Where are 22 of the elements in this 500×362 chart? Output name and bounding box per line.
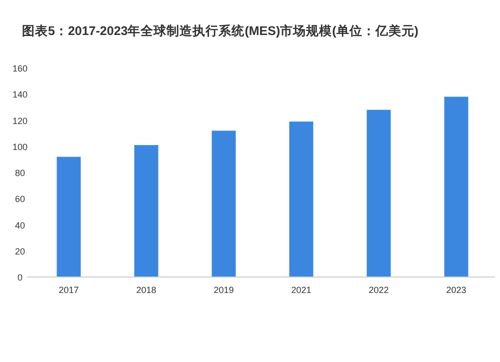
x-tick-label: 2022 (368, 285, 389, 295)
x-tick-label: 2019 (214, 285, 234, 295)
y-tick-label: 20 (14, 246, 26, 256)
y-tick-label: 160 (12, 64, 28, 74)
x-tick-label: 2023 (446, 285, 466, 295)
y-tick-label: 0 (17, 272, 23, 282)
y-tick-label: 80 (14, 168, 26, 178)
bar (289, 122, 314, 277)
y-tick-label: 120 (12, 116, 28, 126)
y-tick-label: 100 (12, 142, 28, 152)
x-tick-label: 2017 (58, 285, 79, 295)
y-tick-label: 140 (12, 90, 28, 100)
y-tick-label: 40 (14, 220, 26, 230)
bar (444, 96, 468, 277)
x-tick-label: 2018 (136, 285, 156, 295)
x-tick-label: 2021 (291, 285, 312, 295)
chart-title: 图表5：2017-2023年全球制造执行系统(MES)市场规模(单位：亿美元) (22, 23, 418, 38)
bar (366, 110, 391, 277)
bar (134, 145, 158, 277)
bar (212, 130, 236, 277)
y-tick-label: 60 (14, 194, 26, 204)
bar (56, 156, 81, 277)
